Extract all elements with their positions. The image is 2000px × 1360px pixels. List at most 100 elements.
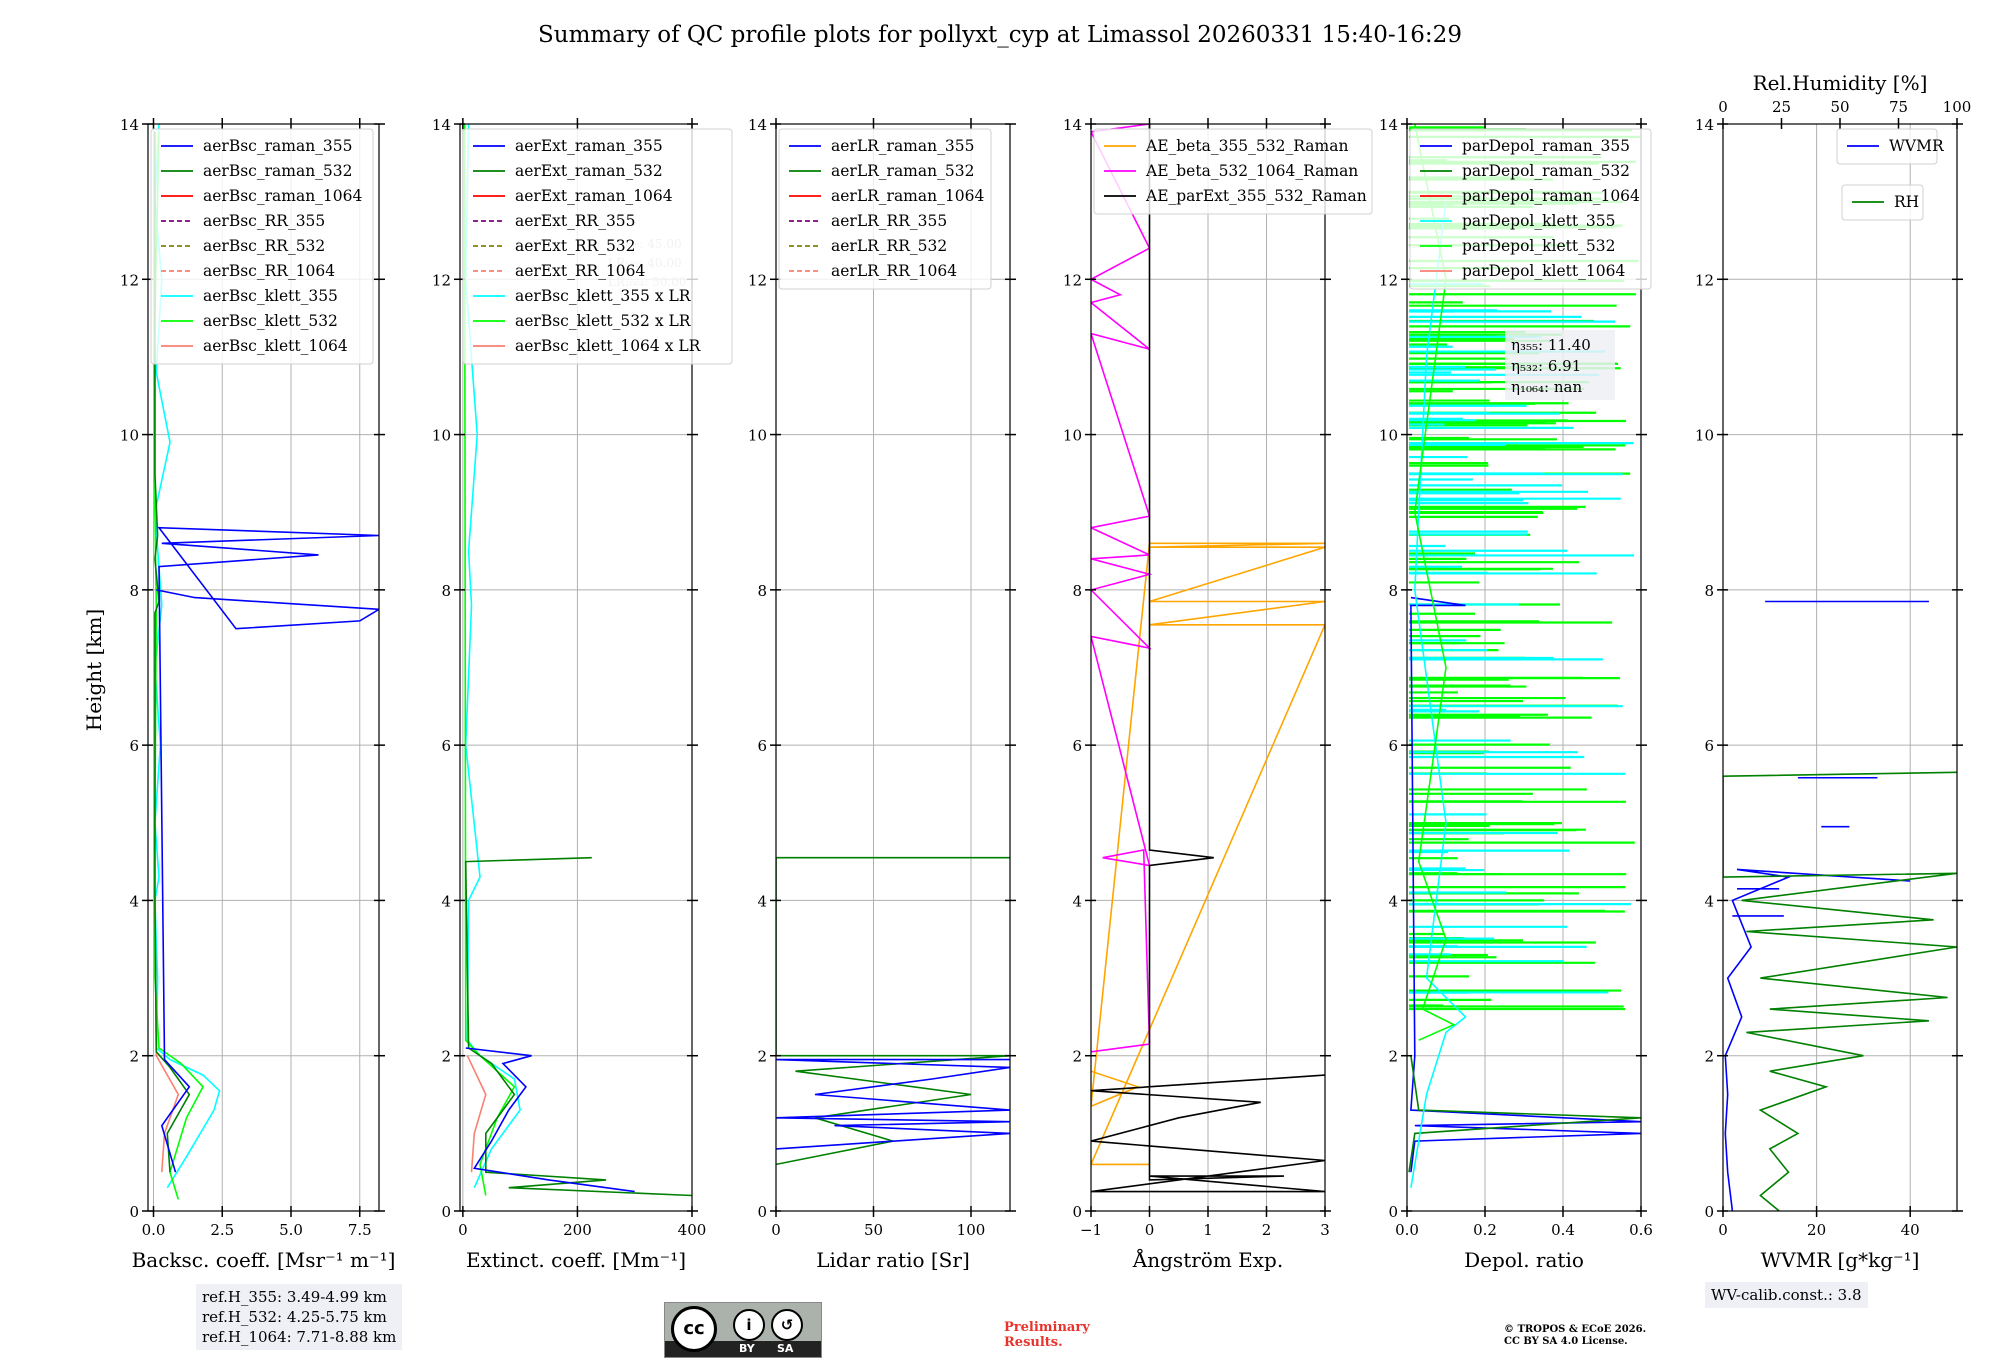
x2-tick-label: 0	[1718, 98, 1728, 116]
legend-entry: parDepol_raman_355	[1462, 137, 1630, 155]
x-tick-label: −1	[1080, 1221, 1102, 1239]
copyright-notice: © TROPOS & ECoE 2026. CC BY SA 4.0 Licen…	[1504, 1324, 1646, 1348]
legend-entry: aerBsc_klett_532	[203, 312, 338, 330]
axes-frame	[1406, 123, 1642, 1212]
panel-5: 0 2 4 6 8 10 12 14 0.0 0.2 0.4 0.6 Depol. ratio η₃₅₅:…	[1379, 116, 1653, 1272]
legend-box	[150, 128, 374, 365]
x-tick-label: 50	[864, 1221, 883, 1239]
legend-entry: aerBsc_klett_532 x LR	[515, 312, 692, 330]
legend-entry: aerExt_RR_1064	[515, 262, 646, 280]
x-tick-label: 0	[458, 1221, 468, 1239]
legend-entry: aerBsc_RR_532	[203, 237, 325, 255]
y-tick-label: 10	[748, 427, 767, 445]
y-tick-label: 12	[432, 271, 451, 289]
y-tick-label: 0	[129, 1203, 139, 1221]
y-tick-label: 8	[441, 582, 451, 600]
series-aerBsc_klett_355	[154, 124, 221, 1189]
y-tick-label: 4	[1072, 892, 1082, 910]
axes-frame	[1722, 123, 1958, 1212]
y-tick-label: 4	[129, 892, 139, 910]
legend-entry: aerExt_raman_1064	[515, 187, 673, 205]
x-tick-label: 0	[771, 1221, 781, 1239]
x-tick-label: 7.5	[348, 1221, 372, 1239]
license-by-label: BY	[739, 1342, 755, 1355]
y-tick-label: 12	[1379, 271, 1398, 289]
x2-tick-label: 50	[1830, 98, 1849, 116]
y-tick-label: 6	[757, 737, 767, 755]
x-tick-label: 2.5	[210, 1221, 234, 1239]
legend-entry: aerBsc_raman_1064	[203, 187, 363, 205]
legend-entry: RH	[1894, 193, 1919, 211]
y-tick-label: 6	[1388, 737, 1398, 755]
series-parDepol_raman_532	[1408, 1055, 1641, 1173]
y-tick-label: 14	[432, 116, 451, 134]
series-aerLR_raman_532	[776, 856, 1010, 1166]
legend-entry: WVMR	[1889, 137, 1945, 155]
share-alike-icon: ↺	[771, 1309, 803, 1341]
panel-1: 0 2 4 6 8 10 12 14 0.0 2.5 5.0 7.5 Backsc. coeff. [M…	[120, 116, 395, 1272]
legend-entry: parDepol_klett_355	[1462, 212, 1615, 230]
y-tick-label: 10	[1695, 427, 1714, 445]
legend-box	[1836, 128, 1938, 165]
panel-2: 0 2 4 6 8 10 12 14 0 200 400 Extinct. coeff. [Mm⁻¹]…	[432, 116, 733, 1272]
y-tick-label: 6	[1072, 737, 1082, 755]
y-tick-label: 12	[748, 271, 767, 289]
cc-license-badge[interactable]: cc i ↺ BY SA	[664, 1302, 822, 1358]
x2-tick-label: 75	[1889, 98, 1908, 116]
x-tick-label: 2	[1262, 1221, 1272, 1239]
ref-height-355: ref.H_355: 3.49-4.99 km	[202, 1288, 387, 1306]
legend-entry: aerLR_RR_532	[831, 237, 947, 255]
copyright-line-1: © TROPOS & ECoE 2026.	[1504, 1324, 1647, 1335]
y-tick-label: 0	[1704, 1203, 1714, 1221]
x-axis-label: Extinct. coeff. [Mm⁻¹]	[466, 1248, 686, 1272]
x-tick-label: 0.6	[1629, 1221, 1653, 1239]
x2-tick-label: 25	[1772, 98, 1791, 116]
legend-box	[1093, 128, 1373, 215]
y-tick-label: 2	[441, 1048, 451, 1066]
license-sa-label: SA	[777, 1342, 794, 1355]
legend-box	[1409, 128, 1652, 290]
y-tick-label: 4	[757, 892, 767, 910]
ref-height-1064: ref.H_1064: 7.71-8.88 km	[202, 1328, 397, 1346]
y-tick-label: 4	[1388, 892, 1398, 910]
y-tick-label: 14	[748, 116, 767, 134]
preliminary-line-1: Preliminary	[1004, 1320, 1090, 1335]
plot-area	[154, 124, 379, 1200]
reference-heights-box: ref.H_355: 3.49-4.99 km ref.H_532: 4.25-…	[196, 1284, 403, 1350]
x-tick-label: 40	[1901, 1221, 1920, 1239]
y-tick-label: 0	[757, 1203, 767, 1221]
legend-entry: parDepol_klett_532	[1462, 237, 1615, 255]
x-tick-label: 0	[1718, 1221, 1728, 1239]
legend-entry: aerBsc_RR_1064	[203, 262, 335, 280]
legend-entry: aerBsc_klett_355 x LR	[515, 287, 692, 305]
series-aerBsc_raman_532	[154, 131, 191, 1173]
x-axis-label: Depol. ratio	[1464, 1248, 1584, 1272]
x2-tick-label: 100	[1943, 98, 1972, 116]
x-axis-label: Ångström Exp.	[1132, 1247, 1283, 1272]
y-tick-label: 10	[432, 427, 451, 445]
legend-entry: aerLR_RR_355	[831, 212, 947, 230]
plot-area	[463, 124, 692, 1197]
legend-entry: parDepol_raman_532	[1462, 162, 1630, 180]
legend-entry: aerLR_RR_1064	[831, 262, 957, 280]
annotation-text: η₅₃₂: 6.91	[1511, 357, 1581, 375]
annotation-box	[1505, 330, 1615, 400]
legend-entry: AE_beta_532_1064_Raman	[1145, 162, 1358, 180]
cc-icon: cc	[671, 1306, 717, 1352]
axes-frame	[775, 123, 1011, 1212]
y-tick-label: 10	[1379, 427, 1398, 445]
y-tick-label: 2	[1072, 1048, 1082, 1066]
x-axis-label: Backsc. coeff. [Msr⁻¹ m⁻¹]	[132, 1248, 396, 1272]
y-tick-label: 2	[1704, 1048, 1714, 1066]
y-tick-label: 8	[1388, 582, 1398, 600]
x-tick-label: 0.0	[1395, 1221, 1419, 1239]
x-tick-label: 1	[1203, 1221, 1213, 1239]
legend-entry: aerBsc_klett_1064	[203, 337, 348, 355]
series-aerBsc_raman_355	[156, 526, 379, 1173]
axes-frame	[459, 123, 693, 1212]
legend-entry: aerExt_RR_355	[515, 212, 636, 230]
wv-calibration-box: WV-calib.const.: 3.8	[1705, 1282, 1868, 1308]
legend-entry: aerBsc_klett_355	[203, 287, 338, 305]
copyright-line-2: CC BY SA 4.0 License.	[1504, 1336, 1628, 1347]
